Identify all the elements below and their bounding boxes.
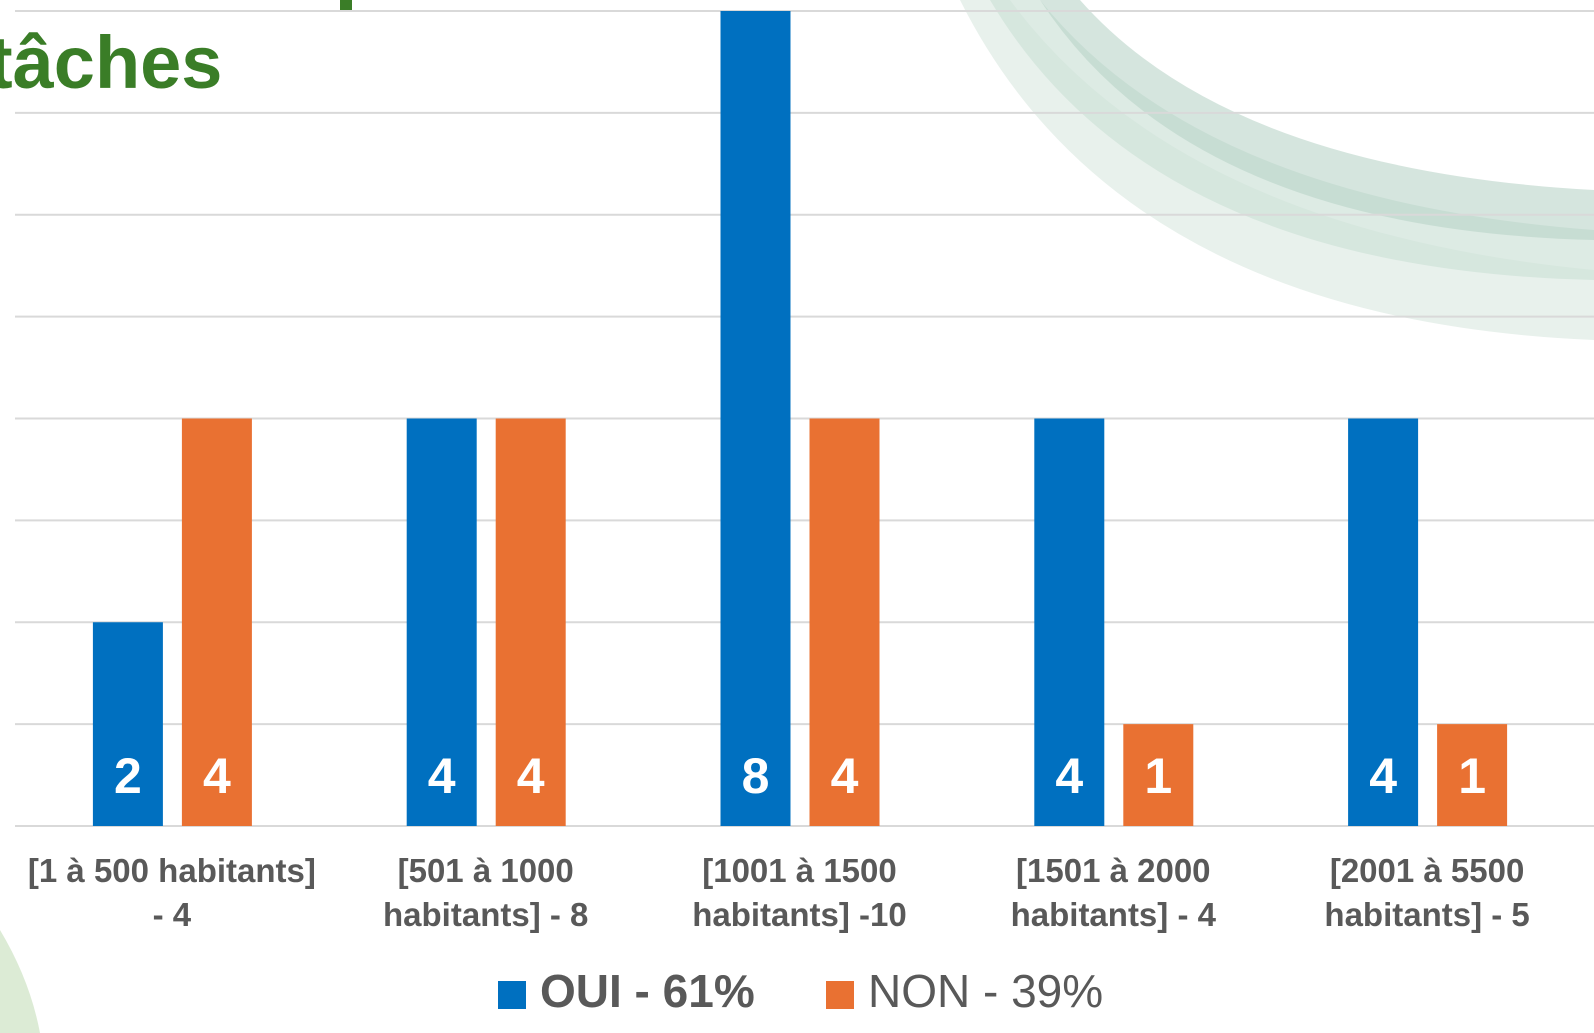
x-tick-label: [1501 à 2000 habitants] - 4 (1011, 852, 1217, 933)
x-tick-label-line: [501 à 1000 (398, 852, 574, 889)
data-label: 4 (203, 748, 231, 804)
x-tick-label-line: habitants] - 5 (1324, 896, 1529, 933)
legend: OUI - 61% NON - 39% (498, 965, 1103, 1017)
data-label: 4 (517, 748, 545, 804)
x-tick-label-line: [2001 à 5500 (1330, 852, 1525, 889)
chart-title: tâches (0, 21, 222, 104)
x-tick-label-line: habitants] -10 (692, 896, 907, 933)
bar (809, 418, 880, 826)
x-tick-label-line: habitants] - 4 (1011, 896, 1217, 933)
bar (1348, 418, 1419, 826)
legend-label: NON - 39% (868, 965, 1103, 1017)
bar (495, 418, 566, 826)
bar (1123, 724, 1194, 826)
bar (92, 622, 163, 826)
bar (720, 11, 791, 826)
data-label: 4 (428, 748, 456, 804)
legend-swatch (498, 981, 526, 1009)
x-tick-label-line: habitants] - 8 (383, 896, 588, 933)
bar (1437, 724, 1508, 826)
x-tick-label-line: - 4 (153, 896, 192, 933)
x-tick-label-line: [1501 à 2000 (1016, 852, 1211, 889)
data-label: 4 (831, 748, 859, 804)
legend-swatch (826, 981, 854, 1009)
x-tick-label-line: [1001 à 1500 (702, 852, 897, 889)
data-label: 4 (1055, 748, 1083, 804)
data-label: 8 (742, 748, 770, 804)
bar (406, 418, 477, 826)
x-tick-label: [1 à 500 habitants] - 4 (28, 852, 316, 933)
legend-label: OUI - 61% (540, 965, 755, 1017)
data-label: 1 (1144, 748, 1172, 804)
bar (1034, 418, 1105, 826)
bar (181, 418, 252, 826)
x-tick-label-line: [1 à 500 habitants] (28, 852, 316, 889)
data-label: 4 (1369, 748, 1397, 804)
x-tick-label: [501 à 1000 habitants] - 8 (383, 852, 588, 933)
data-label: 1 (1458, 748, 1486, 804)
x-tick-label: [1001 à 1500 habitants] -10 (692, 852, 907, 933)
x-tick-label: [2001 à 5500 habitants] - 5 (1324, 852, 1529, 933)
data-label: 2 (114, 748, 142, 804)
